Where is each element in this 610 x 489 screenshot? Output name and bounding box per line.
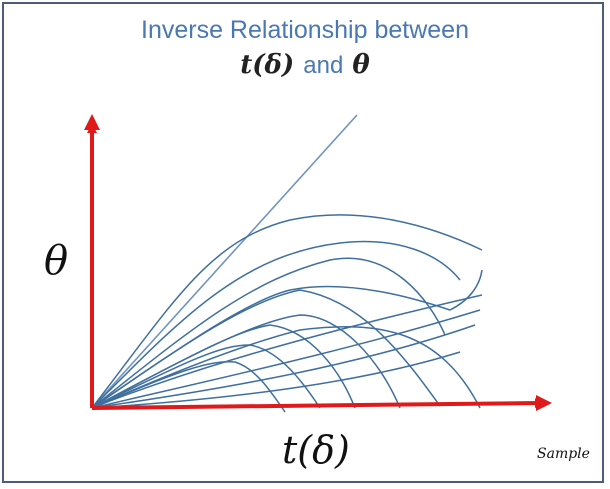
curve-2 xyxy=(91,240,461,409)
curve-12 xyxy=(91,309,481,409)
x-axis-label: t(δ) xyxy=(282,428,350,472)
sample-watermark: Sample xyxy=(537,446,590,462)
curve-4 xyxy=(91,269,483,409)
y-axis-arrowhead xyxy=(84,114,100,130)
curve-7 xyxy=(91,324,356,409)
x-axis xyxy=(91,398,545,410)
curve-11 xyxy=(91,294,483,409)
curve-10 xyxy=(91,326,481,409)
curve-family xyxy=(91,214,483,413)
reference-line xyxy=(91,114,358,409)
curve-8 xyxy=(91,344,321,409)
title-theta: θ xyxy=(352,50,370,80)
title-t-delta: t(δ) xyxy=(240,50,295,80)
title-and: and xyxy=(303,52,344,79)
y-axis-label: θ xyxy=(44,238,69,284)
curve-14 xyxy=(91,351,461,409)
curve-13 xyxy=(91,324,476,409)
curve-3 xyxy=(91,257,446,409)
title-line-1: Inverse Relationship between xyxy=(141,16,469,44)
curve-5 xyxy=(91,289,441,409)
curve-1 xyxy=(91,214,483,409)
x-axis-arrowhead xyxy=(536,395,552,411)
title-line-2: t(δ) and θ xyxy=(0,50,610,80)
